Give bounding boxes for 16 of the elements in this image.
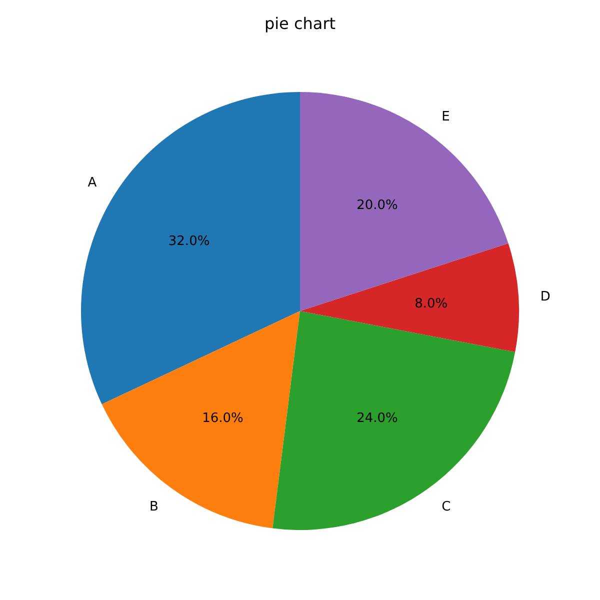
- pie-slice: [102, 311, 300, 528]
- pie-slice: [300, 92, 508, 311]
- data-label: 20.0%: [356, 198, 398, 214]
- slice-label: A: [88, 175, 97, 190]
- slice-label: D: [540, 289, 550, 304]
- chart-title: pie chart: [264, 14, 336, 33]
- data-label: 24.0%: [356, 410, 398, 426]
- pie-slice: [81, 92, 300, 404]
- slice-label: E: [442, 110, 450, 125]
- data-label: 32.0%: [168, 234, 210, 250]
- slice-label: C: [442, 499, 451, 514]
- pie-slice: [300, 243, 519, 352]
- slice-label: B: [149, 499, 158, 514]
- pie-slice: [272, 311, 516, 530]
- data-label: 16.0%: [202, 410, 244, 426]
- data-label: 8.0%: [414, 296, 448, 312]
